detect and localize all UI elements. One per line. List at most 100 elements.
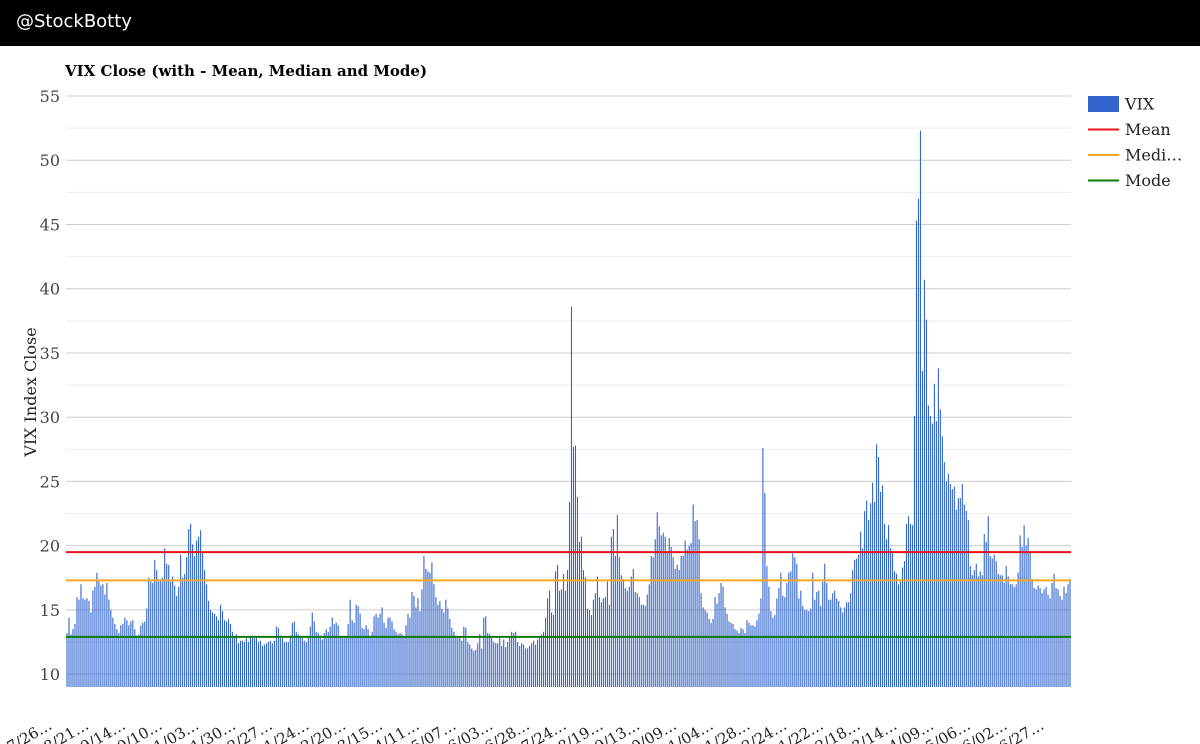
vix-bar [142, 622, 144, 687]
vix-bar [303, 640, 305, 687]
vix-bar [124, 617, 126, 687]
vix-bar [610, 536, 612, 687]
vix-bar [931, 423, 933, 687]
vix-bar [92, 590, 94, 687]
vix-bar [102, 584, 104, 687]
vix-bar [740, 627, 742, 687]
vix-bar [323, 633, 325, 687]
vix-bar [473, 651, 475, 687]
vix-bar [253, 638, 255, 687]
vix-bar [475, 649, 477, 687]
vix-bar [919, 130, 921, 687]
vix-bar [826, 582, 828, 687]
vix-bar [321, 639, 323, 687]
vix-bar [539, 636, 541, 687]
vix-bar [770, 611, 772, 687]
vix-bar [1057, 589, 1059, 687]
vix-bar [872, 482, 874, 687]
vix-bar [1009, 584, 1011, 687]
y-tick-label: 40 [40, 280, 60, 299]
vix-bar [295, 631, 297, 687]
vix-bar [401, 634, 403, 687]
vix-bar [315, 631, 317, 687]
vix-bar [943, 462, 945, 687]
vix-bar [682, 555, 684, 687]
vix-bar [551, 612, 553, 687]
vix-bar [118, 633, 120, 687]
vix-bar [798, 598, 800, 687]
vix-bar [479, 634, 481, 687]
vix-bar [596, 576, 598, 687]
vix-bar [216, 616, 218, 687]
vix-bar [884, 523, 886, 687]
vix-bar [299, 636, 301, 687]
vix-bar [680, 555, 682, 687]
vix-bar [1011, 584, 1013, 687]
vix-bar [604, 597, 606, 687]
legend: VIX Mean Medi… Mode [1088, 95, 1182, 190]
vix-bar [1051, 582, 1053, 687]
vix-bar [971, 575, 973, 687]
vix-bar [690, 543, 692, 687]
vix-bar [993, 554, 995, 687]
vix-bar [923, 279, 925, 687]
vix-bar [523, 644, 525, 687]
vix-bar [160, 579, 162, 687]
legend-label: Mode [1125, 171, 1171, 190]
vix-bar [68, 617, 70, 687]
vix-bar [1049, 598, 1051, 687]
vix-bar [684, 540, 686, 687]
vix-bar [965, 510, 967, 687]
vix-bar [622, 579, 624, 687]
vix-bar [578, 541, 581, 687]
vix-bar [856, 558, 858, 687]
vix-bar [953, 486, 955, 687]
vix-bar [983, 534, 985, 687]
vix-bar [844, 607, 846, 687]
vix-bar [836, 598, 838, 687]
vix-bar [513, 633, 515, 687]
vix-bar [190, 523, 192, 687]
vix-bar [724, 607, 726, 687]
vix-bar [816, 591, 818, 687]
vix-bar [842, 612, 844, 687]
vix-bar [497, 643, 499, 687]
vix-bar [638, 597, 640, 687]
vix-bar [379, 613, 381, 687]
vix-bar [618, 557, 620, 687]
vix-bar [345, 635, 347, 687]
vix-bar [196, 540, 198, 687]
vix-bar [285, 642, 287, 687]
vix-bar [421, 589, 423, 687]
vix-bar [670, 546, 672, 687]
vix-bar [726, 613, 728, 687]
vix-bar [662, 532, 664, 687]
vix-bar [110, 609, 112, 687]
vix-bar [192, 544, 194, 687]
vix-bar [247, 642, 250, 687]
vix-bar [909, 523, 912, 687]
vix-bar [337, 625, 339, 687]
vix-bar [995, 561, 997, 687]
vix-bar [84, 599, 86, 687]
vix-bar [457, 638, 459, 687]
vix-bar [309, 626, 311, 687]
vix-bar [746, 620, 748, 687]
vix-bar [1025, 545, 1027, 687]
vix-bar [562, 573, 565, 687]
y-axis-label: VIX Index Close [21, 327, 40, 457]
vix-bar [527, 648, 529, 687]
vix-bar [1043, 589, 1045, 687]
vix-bar [848, 602, 850, 687]
vix-bar [616, 514, 618, 687]
vix-bar [1023, 525, 1025, 687]
vix-bar [1035, 589, 1037, 687]
vix-bar [730, 622, 732, 687]
vix-bar [229, 624, 232, 687]
vix-bar [708, 618, 710, 687]
vix-bar [754, 626, 756, 687]
vix-bar [939, 409, 941, 687]
y-tick-label: 30 [40, 408, 60, 427]
vix-bar [255, 636, 257, 687]
account-handle: @StockBotty [16, 11, 132, 32]
